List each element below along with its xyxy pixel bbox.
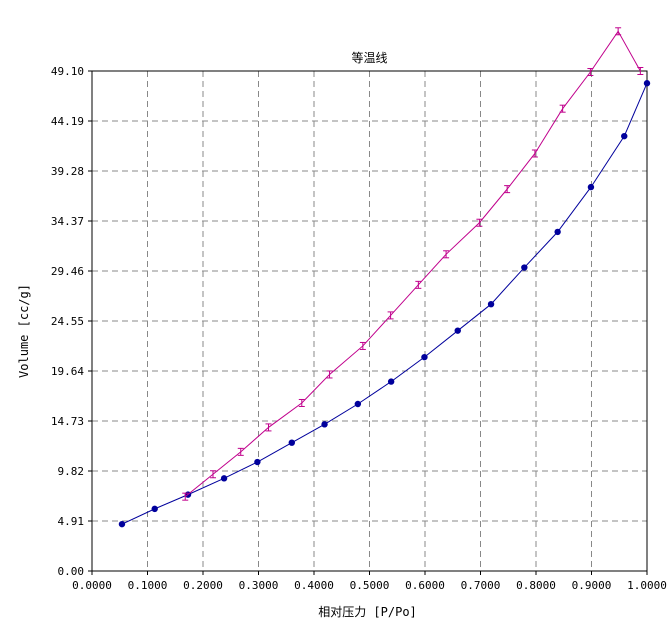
series-1-point <box>288 439 295 446</box>
series-1-point <box>321 421 328 428</box>
series-1-point <box>118 520 126 528</box>
series-1-point <box>643 80 651 87</box>
series-1-point <box>354 400 362 408</box>
x-axis-label: 相对压力 [P/Po] <box>318 605 417 619</box>
series-2-point <box>209 470 216 479</box>
series-2-point <box>559 104 566 113</box>
series-2-point <box>504 185 511 194</box>
y-tick-label: 39.28 <box>51 165 84 178</box>
series-2-point <box>587 68 594 77</box>
x-tick-label: 0.7000 <box>461 579 501 592</box>
y-tick-label: 29.46 <box>51 265 84 278</box>
x-tick-label: 0.5000 <box>350 579 390 592</box>
y-tick-label: 34.37 <box>51 215 84 228</box>
series-2-point <box>265 423 272 432</box>
series-1-point <box>487 300 495 308</box>
series-2-point <box>298 398 305 407</box>
series-2-point <box>615 27 622 36</box>
x-tick-label: 0.2000 <box>183 579 223 592</box>
series-1-line <box>121 83 648 525</box>
y-tick-label: 14.73 <box>51 415 84 428</box>
x-tick-label: 0.9000 <box>572 579 612 592</box>
y-tick-label: 4.91 <box>58 515 85 528</box>
series-1-point <box>587 183 595 191</box>
y-axis-label: Volume [cc/g] <box>17 284 31 378</box>
x-tick-label: 0.8000 <box>516 579 556 592</box>
series-2-point <box>531 149 538 158</box>
x-tick-label: 0.3000 <box>239 579 279 592</box>
series-2-point <box>237 447 244 456</box>
series-2-point <box>359 341 366 350</box>
y-tick-label: 49.10 <box>51 65 84 78</box>
series-2-point <box>182 492 189 501</box>
x-tick-label: 0.4000 <box>294 579 334 592</box>
series-2-line <box>184 30 641 498</box>
x-tick-label: 0.0000 <box>72 579 112 592</box>
series-1-point <box>554 228 561 236</box>
series-1-point <box>387 378 395 385</box>
y-tick-label: 24.55 <box>51 315 84 328</box>
y-tick-label: 0.00 <box>58 565 85 578</box>
y-tick-label: 44.19 <box>51 115 84 128</box>
series-1-point <box>621 132 628 140</box>
series-1-point <box>421 353 428 361</box>
x-tick-label: 0.1000 <box>128 579 168 592</box>
plot-frame <box>91 70 648 572</box>
series-1-point <box>521 264 528 271</box>
chart-title: 等温线 <box>351 51 387 65</box>
series-2-point <box>476 218 483 227</box>
series-2-point <box>637 67 644 75</box>
series-2-point <box>443 250 450 259</box>
series-2-point <box>326 370 333 379</box>
series-1-point <box>454 327 461 334</box>
series-2-point <box>387 311 394 320</box>
x-tick-label: 0.6000 <box>405 579 445 592</box>
series-1-point <box>220 475 228 482</box>
series-1-point <box>254 458 261 466</box>
x-tick-label: 1.0000 <box>627 579 667 592</box>
y-tick-label: 9.82 <box>58 465 85 478</box>
series-1-point <box>151 505 158 513</box>
series-2-point <box>415 280 422 289</box>
y-tick-label: 19.64 <box>51 365 84 378</box>
